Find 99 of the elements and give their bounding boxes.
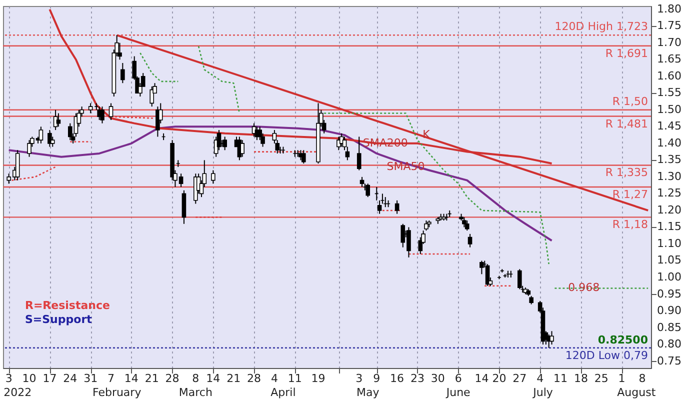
ref-line-label: 120D Low 0,79: [565, 348, 648, 362]
y-tick-label: 0.85: [657, 320, 682, 334]
candlestick: [356, 136, 362, 171]
x-tick-label: 14: [206, 372, 220, 385]
y-tick-label: 1.40: [657, 136, 682, 150]
candlestick: [150, 86, 154, 108]
x-tick-label: 25: [594, 372, 608, 385]
x2-tick-label: April: [270, 386, 296, 399]
candlestick: [100, 106, 104, 124]
x-tick-label: 4: [536, 372, 544, 385]
ref-line-label: R 1,691: [605, 46, 648, 60]
y-tick-label: 1.15: [657, 220, 682, 234]
candlestick: [366, 183, 370, 198]
x-tick-label: 20: [492, 372, 506, 385]
x-tick-label: 23: [410, 372, 424, 385]
x-tick-label: 21: [144, 372, 159, 385]
candlestick: [468, 233, 472, 248]
y-tick-label: 0.80: [657, 338, 682, 351]
candlestick: [108, 102, 114, 120]
y-tick-label: 1.20: [657, 203, 682, 216]
x-tick-label: 16: [390, 372, 404, 385]
x2-tick-label: May: [356, 386, 380, 399]
candlestick: [182, 190, 186, 224]
annotation: R=Resistance: [25, 299, 110, 312]
x-tick-label: 3: [5, 372, 12, 385]
y-tick-label: 1.30: [657, 170, 682, 183]
x-tick-label: 19: [311, 372, 326, 385]
y-tick-label: 0.75: [657, 354, 682, 368]
y-tick-label: 1.70: [657, 36, 682, 49]
x-tick-label: 8: [638, 372, 646, 385]
x-tick-label: 1: [618, 372, 626, 385]
y-tick-label: 1.05: [657, 254, 682, 267]
x2-tick-label: July: [532, 386, 554, 399]
x-tick-label: 28: [247, 372, 262, 385]
y-tick-label: 1.25: [657, 186, 682, 200]
y-tick-label: 1.55: [657, 86, 682, 100]
ref-line-label: 120D High 1,723: [554, 20, 648, 34]
y-tick-label: 1.00: [657, 270, 682, 284]
x-tick-label: 30: [430, 372, 445, 385]
annotation: 0.82500: [598, 333, 648, 346]
y-tick-label: 1.65: [657, 52, 682, 66]
candlestick: [56, 112, 61, 128]
x-tick-label: 27: [512, 372, 527, 385]
x-tick-label: 21: [226, 372, 241, 385]
x-tick-label: 18: [574, 372, 588, 385]
candlestick: [302, 150, 306, 164]
x2-tick-label: 2022: [4, 386, 32, 399]
x-tick-label: 10: [22, 372, 36, 385]
candlestick: [464, 220, 470, 232]
y-tick-label: 0.95: [657, 287, 682, 300]
ref-line-label: R 1,27: [612, 188, 648, 201]
y-tick-label: 1.35: [657, 153, 682, 166]
annotation: S=Support: [25, 313, 92, 326]
x-tick-label: 14: [474, 372, 489, 385]
candlestick: [120, 62, 125, 84]
candlestick: [240, 140, 244, 158]
candlestick: [377, 200, 382, 214]
candlestick: [518, 268, 522, 290]
x2-tick-label: August: [617, 386, 656, 399]
ref-line-label: R 1,481: [605, 117, 648, 130]
candlestick: [50, 136, 55, 148]
candlestick: [345, 146, 350, 161]
candlestick: [550, 330, 554, 346]
candlestick: [394, 200, 400, 214]
y-tick-label: 1.10: [657, 236, 682, 250]
y-tick-label: 1.50: [657, 102, 682, 116]
x-tick-label: 11: [554, 372, 568, 385]
x-tick-label: 7: [108, 372, 114, 385]
x-tick-label: 8: [192, 372, 200, 385]
x-tick-label: 3: [356, 372, 363, 385]
y-tick-label: 1.60: [657, 69, 682, 82]
ref-line-label: R 1,335: [605, 166, 648, 180]
x-tick-label: 31: [84, 372, 98, 385]
candlestick: [360, 176, 364, 188]
x2-tick-label: February: [92, 386, 142, 399]
x-tick-label: 28: [165, 372, 180, 385]
ref-line-label: R 1,18: [612, 218, 648, 232]
x-tick-label: 4: [270, 372, 278, 385]
y-tick-label: 0.90: [657, 304, 682, 318]
x-tick-label: 6: [454, 372, 462, 385]
annotation: 0.968: [568, 281, 600, 294]
candlestick: [462, 216, 466, 228]
x2-tick-label: June: [445, 386, 471, 399]
x2-tick-label: March: [178, 386, 212, 399]
x-tick-label: 17: [42, 372, 57, 385]
x-tick-label: 14: [124, 372, 138, 385]
candlestick: [424, 220, 428, 232]
x-tick-label: 11: [288, 372, 302, 385]
ref-line-label: R 1,50: [612, 94, 648, 108]
y-tick-label: 1.75: [657, 19, 682, 32]
candlestick: [48, 130, 52, 148]
candlestick: [27, 140, 32, 158]
x-tick-label: 9: [373, 372, 380, 385]
y-tick-label: 1.80: [657, 2, 682, 16]
x-tick-label: 24: [63, 372, 78, 385]
candlestick: [211, 170, 216, 184]
candlestick: [15, 150, 20, 181]
y-tick-label: 1.45: [657, 120, 682, 133]
candlestick: [88, 102, 93, 114]
